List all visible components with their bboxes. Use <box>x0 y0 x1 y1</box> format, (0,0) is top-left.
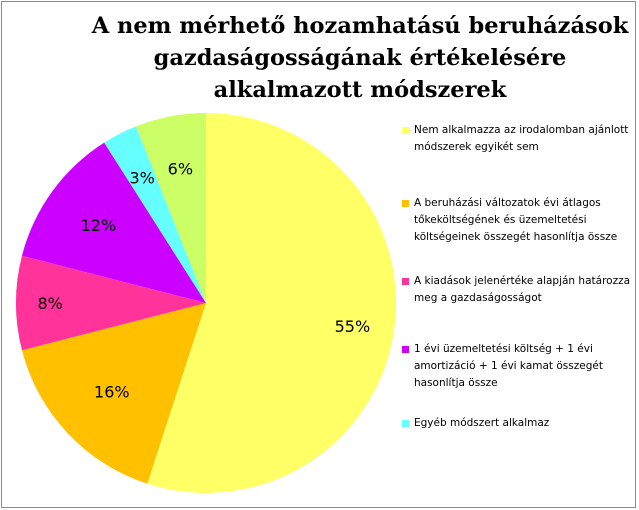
slice-value-label-4: 12% <box>81 216 117 235</box>
legend-item-5: Egyéb módszert alkalmaz <box>402 415 632 432</box>
chart-title-line-3: alkalmazott módszerek <box>213 77 507 103</box>
slice-value-label-3: 8% <box>38 294 63 313</box>
legend-swatch-2 <box>402 200 409 207</box>
slice-value-label-1: 55% <box>335 317 371 336</box>
legend-swatch-4 <box>402 346 409 353</box>
pie-slice-labels: 55% 16% 8% 12% 3% 6% <box>38 160 371 402</box>
legend-label-3: A kiadások jelenértéke alapján határozza… <box>414 275 631 304</box>
legend-item-2: A beruházási változatok évi átlagos tőke… <box>402 195 632 246</box>
legend-label-4: 1 évi üzemeltetési költség + 1 évi amort… <box>414 343 603 389</box>
legend-item-1: Nem alkalmazza az irodalomban ajánlott m… <box>402 122 632 156</box>
legend-label-2: A beruházási változatok évi átlagos tőke… <box>414 197 618 243</box>
chart-title: A nem mérhető hozamhatású beruházások ga… <box>60 10 639 106</box>
slice-value-label-2: 16% <box>94 382 130 401</box>
chart-title-line-1: A nem mérhető hozamhatású beruházások <box>91 13 629 39</box>
pie-slice-2 <box>21 303 206 484</box>
chart-title-line-2: gazdaságosságának értékelésére <box>153 45 567 71</box>
pie-slice-6 <box>136 113 206 303</box>
legend-item-3: A kiadások jelenértéke alapján határozza… <box>402 273 632 307</box>
legend-swatch-5 <box>402 420 409 427</box>
slice-value-label-5: 3% <box>129 169 154 188</box>
pie-slice-3 <box>16 255 207 351</box>
pie-slices <box>16 113 396 493</box>
pie-slice-1 <box>147 113 396 493</box>
legend-swatch-1 <box>402 127 409 134</box>
legend-item-4: 1 évi üzemeltetési költség + 1 évi amort… <box>402 341 632 392</box>
pie-slice-5 <box>104 126 206 303</box>
slice-value-label-6: 6% <box>168 160 193 179</box>
legend-swatch-3 <box>402 278 409 285</box>
legend-label-5: Egyéb módszert alkalmaz <box>414 417 550 429</box>
legend-label-1: Nem alkalmazza az irodalomban ajánlott m… <box>414 124 629 153</box>
pie-slice-4 <box>21 142 206 303</box>
